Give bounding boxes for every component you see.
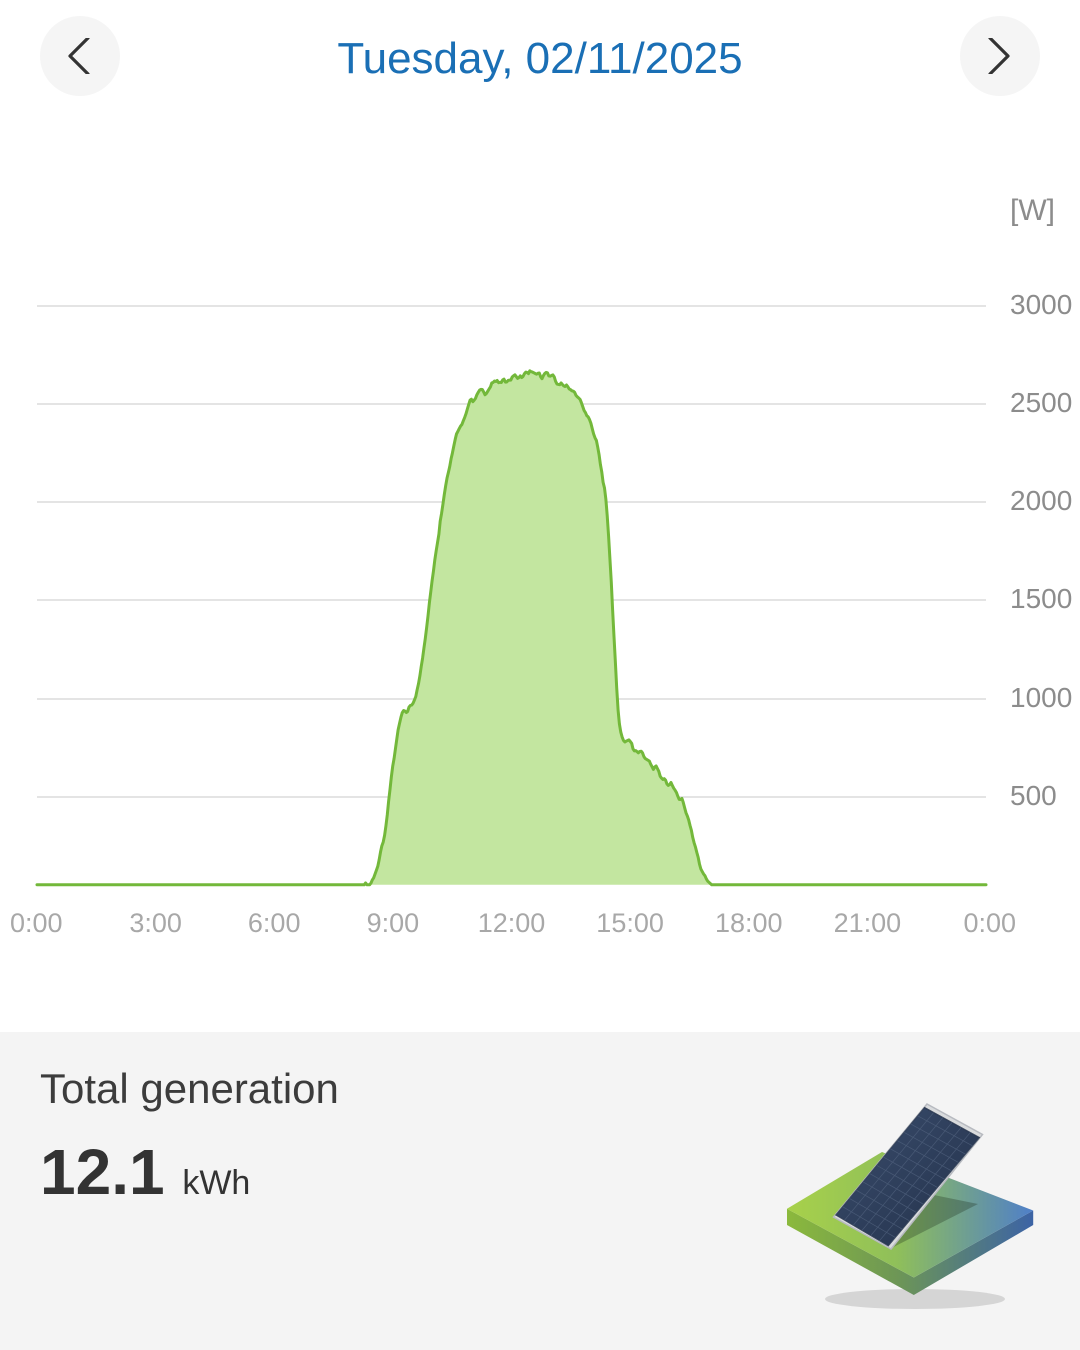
- svg-text:18:00: 18:00: [715, 908, 783, 938]
- svg-text:3000: 3000: [1010, 289, 1072, 320]
- svg-text:12:00: 12:00: [478, 908, 546, 938]
- svg-text:[W]: [W]: [1010, 194, 1055, 227]
- svg-text:1000: 1000: [1010, 682, 1072, 713]
- svg-text:0:00: 0:00: [963, 908, 1016, 938]
- svg-text:1500: 1500: [1010, 583, 1072, 614]
- svg-text:3:00: 3:00: [129, 908, 182, 938]
- svg-text:2500: 2500: [1010, 387, 1072, 418]
- svg-text:0:00: 0:00: [10, 908, 63, 938]
- svg-text:500: 500: [1010, 780, 1057, 811]
- svg-text:9:00: 9:00: [367, 908, 420, 938]
- svg-text:2000: 2000: [1010, 485, 1072, 516]
- svg-text:6:00: 6:00: [248, 908, 301, 938]
- svg-text:21:00: 21:00: [834, 908, 902, 938]
- svg-text:15:00: 15:00: [596, 908, 664, 938]
